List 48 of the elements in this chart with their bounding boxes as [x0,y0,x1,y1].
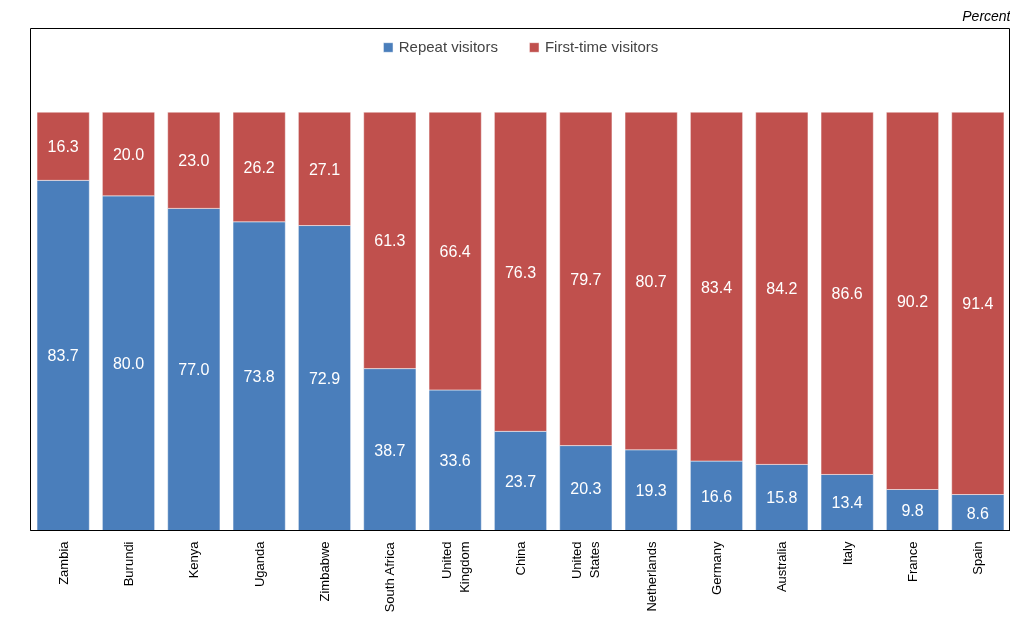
x-tick-label: China [513,540,528,576]
data-label: 9.8 [901,502,924,519]
x-tick-label: Spain [970,541,986,575]
x-tick-label: Burundi [121,541,136,587]
data-label: 23.0 [178,152,210,170]
data-label: 77.0 [178,361,210,379]
data-label: 19.3 [635,482,667,500]
data-label: 16.3 [47,138,79,156]
x-tick-label: Germany [709,541,724,595]
data-label: 27.1 [308,160,341,178]
data-label: 79.7 [570,270,602,288]
data-label: 80.0 [112,355,145,373]
data-label: 86.6 [831,285,863,303]
x-tick-label: United Kingdom [438,541,472,593]
data-label: 91.4 [962,295,994,313]
data-label: 16.6 [700,487,733,505]
x-tick-label: South Africa [382,541,398,613]
data-label: 23.7 [504,472,537,490]
x-tick-label: Zambia [55,540,71,585]
x-tick-label: Australia [774,540,790,593]
data-label: 83.4 [700,278,733,296]
x-tick-label: Kenya [186,540,202,579]
data-label: 38.7 [374,441,406,459]
data-label: 83.7 [47,347,79,365]
x-tick-label: Netherlands [643,541,659,612]
data-label: 13.4 [831,494,863,512]
data-label: 66.4 [439,243,471,261]
data-label: 80.7 [635,272,667,290]
data-label: 73.8 [243,368,275,386]
data-label: 15.8 [766,489,798,507]
legend-label: Repeat visitors [398,38,498,55]
legend-label: First-time visitors [544,38,659,55]
data-label: 26.2 [243,158,275,176]
x-tick-label: United States [569,541,603,580]
x-tick-label: Uganda [251,540,267,588]
data-label: 61.3 [374,232,406,250]
x-tick-label: France [905,541,920,582]
data-label: 33.6 [439,452,471,470]
data-label: 20.3 [570,480,602,498]
x-tick-label: Italy [839,541,855,566]
data-label: 20.0 [112,146,145,163]
x-tick-label: Zimbabwe [317,541,332,602]
data-label: 76.3 [504,263,537,281]
data-label: 90.2 [896,292,929,310]
data-label: 84.2 [766,280,798,298]
data-label: 8.6 [966,504,990,522]
data-label: 72.9 [308,370,341,388]
text: Percent [962,7,1012,24]
